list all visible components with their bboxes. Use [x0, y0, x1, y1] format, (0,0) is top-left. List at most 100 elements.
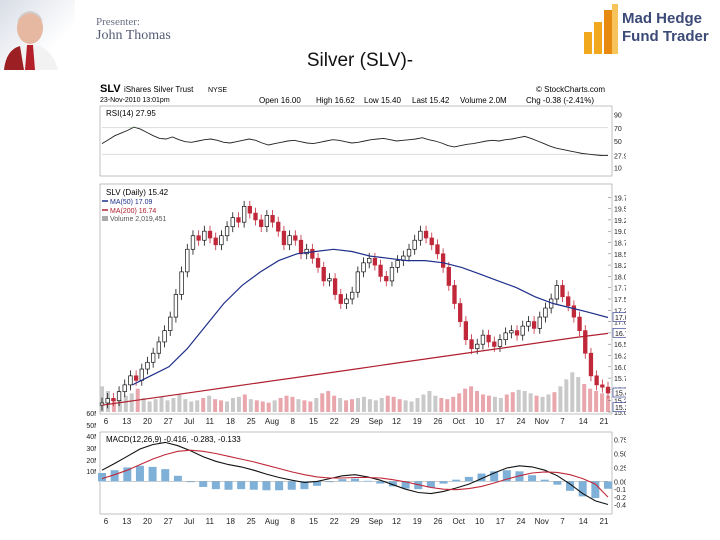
- volume-bar: [236, 396, 241, 412]
- legend-ma200: MA(200) 16.74: [110, 208, 156, 215]
- macd-histogram-bar: [313, 481, 322, 486]
- volume-bar: [314, 398, 319, 412]
- volume-tick-label: 40M: [86, 434, 100, 442]
- candle-body: [492, 341, 497, 347]
- volume-bar: [397, 399, 402, 412]
- volume-bar: [427, 391, 432, 412]
- candle-body: [355, 271, 360, 293]
- candle-body: [605, 386, 611, 394]
- chart-svg: SLV iShares Silver Trust NYSE © StockCha…: [96, 80, 636, 530]
- x-tick-label: 11: [206, 417, 215, 426]
- macd-histogram-bar: [388, 481, 397, 487]
- volume-bar: [171, 398, 176, 412]
- x-tick-label: 7: [560, 417, 565, 426]
- macd-histogram-bar: [591, 481, 600, 499]
- volume-bar: [338, 398, 343, 412]
- volume-bar: [326, 391, 331, 412]
- candle-body: [276, 221, 281, 232]
- x-tick-label: 20: [143, 417, 152, 426]
- candle-body: [344, 298, 349, 304]
- price-tick-label: 18.00: [614, 274, 626, 281]
- macd-histogram-bar: [173, 475, 182, 482]
- candle-body: [202, 230, 207, 241]
- stock-chart: SLV iShares Silver Trust NYSE © StockCha…: [96, 80, 636, 530]
- chart-ticker: SLV: [100, 83, 121, 95]
- ma50-line: [132, 248, 609, 386]
- volume-bar: [451, 396, 456, 412]
- candle-body: [304, 248, 309, 255]
- volume-bar: [421, 394, 426, 412]
- rsi-label: RSI(14) 27.95: [106, 109, 156, 118]
- candle-body: [207, 230, 213, 239]
- volume-tick-label: 30M: [86, 446, 100, 453]
- chart-company: iShares Silver Trust: [124, 85, 194, 94]
- price-tick-label: 17.25: [614, 308, 626, 315]
- candle-body: [350, 291, 355, 300]
- price-tick-label: 19.00: [614, 229, 626, 236]
- price-tick-label: 15.75: [614, 376, 626, 383]
- price-layer: 19.75 19.50 19.25 19.00 18.75 18.50 18.25 18.00…: [99, 195, 636, 417]
- candle-body: [281, 230, 287, 246]
- x-tick-label: 19: [413, 417, 422, 426]
- volume-bar: [498, 398, 503, 412]
- chart-date: 23-Nov-2010 13:01pm: [100, 97, 170, 104]
- ma-tag-label: 15.25: [615, 405, 626, 412]
- price-tick-label: 15.00: [614, 410, 626, 417]
- volume-bar: [290, 396, 295, 412]
- x-tick-label: 26: [434, 417, 443, 426]
- macd-label: MACD(12,26,9) -0.416, -0.283, -0.133: [106, 435, 241, 444]
- chart-background: [96, 80, 626, 530]
- x-tick-label: 26: [434, 517, 443, 526]
- candle-body: [537, 316, 542, 329]
- volume-bar: [576, 377, 581, 412]
- x-tick-label: Aug: [265, 517, 279, 526]
- rsi-line: [101, 126, 609, 157]
- candle-body: [259, 219, 264, 228]
- x-axis-lower: 6 13 20 27 Jul 11 18 25 Aug 8 15 22 29 Sep 12 19 26 Oct 10…: [104, 517, 609, 526]
- volume-bar: [302, 400, 307, 412]
- slide-title: Silver (SLV)-: [306, 50, 414, 71]
- macd-histogram-bar: [338, 479, 347, 482]
- candle-body: [133, 375, 139, 381]
- volume-bar: [242, 394, 247, 412]
- rsi-tick-label: 50: [614, 139, 622, 146]
- x-tick-label: 8: [291, 517, 296, 526]
- price-tick-label: 19.75: [614, 195, 626, 202]
- x-tick-label: 29: [351, 517, 360, 526]
- candle-body: [162, 330, 167, 343]
- candle-body: [310, 248, 315, 259]
- price-tick-label: 16.50: [614, 342, 626, 349]
- x-tick-label: 25: [247, 517, 256, 526]
- candle-body: [526, 321, 531, 327]
- candle-body: [440, 253, 446, 268]
- candle-body: [594, 375, 599, 386]
- volume-bar: [445, 399, 450, 412]
- rsi-tick-label: 90: [614, 113, 622, 120]
- volume-bar: [320, 393, 325, 412]
- x-tick-label: 20: [143, 517, 152, 526]
- candle-body: [480, 334, 486, 345]
- x-tick-label: 21: [600, 417, 609, 426]
- volume-bar: [213, 399, 218, 412]
- volume-bar: [510, 392, 515, 412]
- candle-body: [168, 316, 173, 331]
- x-tick-label: 18: [226, 417, 235, 426]
- volume-bar: [606, 395, 610, 412]
- price-tick-label: 17.75: [614, 286, 626, 293]
- volume-bar: [540, 396, 545, 412]
- x-tick-label: Jul: [184, 417, 194, 426]
- x-tick-label: 19: [413, 517, 422, 526]
- volume-bar: [159, 396, 164, 412]
- x-tick-label: 6: [104, 417, 109, 426]
- volume-bar: [415, 398, 420, 412]
- candle-body: [577, 316, 582, 331]
- legend-volume-swatch: [102, 216, 108, 221]
- x-tick-label: Nov: [535, 417, 549, 426]
- candle-body: [293, 235, 298, 241]
- candle-body: [429, 237, 434, 246]
- price-tick-label: 19.50: [614, 207, 626, 214]
- macd-layer: 0.75 0.50 0.25 0.00-0.133-0.283-0.416: [98, 438, 634, 510]
- volume-bar: [582, 384, 587, 412]
- macd-histogram-bar: [211, 481, 220, 490]
- macd-histogram-bar: [452, 479, 461, 482]
